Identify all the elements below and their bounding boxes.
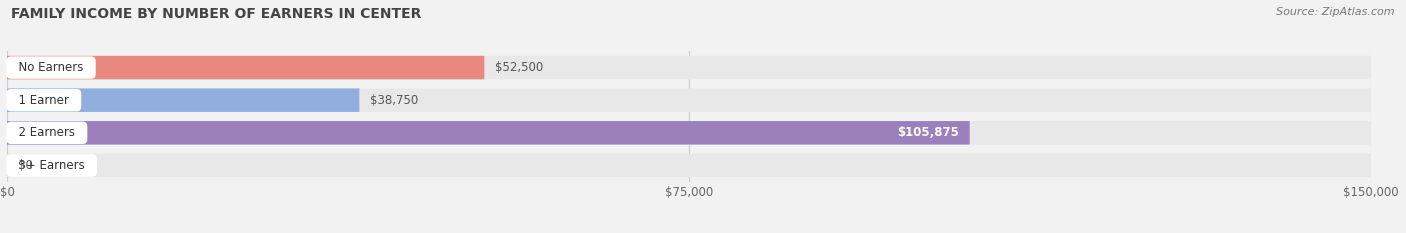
FancyBboxPatch shape xyxy=(7,89,360,112)
FancyBboxPatch shape xyxy=(7,56,484,79)
FancyBboxPatch shape xyxy=(7,154,1371,177)
Text: FAMILY INCOME BY NUMBER OF EARNERS IN CENTER: FAMILY INCOME BY NUMBER OF EARNERS IN CE… xyxy=(11,7,422,21)
Text: Source: ZipAtlas.com: Source: ZipAtlas.com xyxy=(1277,7,1395,17)
Text: $0: $0 xyxy=(18,159,32,172)
Text: 2 Earners: 2 Earners xyxy=(11,126,83,139)
FancyBboxPatch shape xyxy=(7,121,1371,144)
Text: $105,875: $105,875 xyxy=(897,126,959,139)
Text: 3+ Earners: 3+ Earners xyxy=(11,159,93,172)
Text: No Earners: No Earners xyxy=(11,61,91,74)
FancyBboxPatch shape xyxy=(7,56,1371,79)
FancyBboxPatch shape xyxy=(7,121,970,144)
Text: $38,750: $38,750 xyxy=(370,94,419,107)
Text: $52,500: $52,500 xyxy=(495,61,544,74)
FancyBboxPatch shape xyxy=(7,89,1371,112)
Text: 1 Earner: 1 Earner xyxy=(11,94,76,107)
